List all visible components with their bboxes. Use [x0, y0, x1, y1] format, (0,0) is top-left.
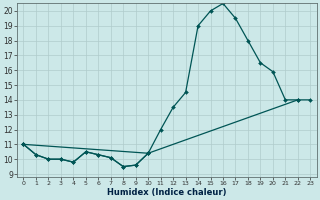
X-axis label: Humidex (Indice chaleur): Humidex (Indice chaleur): [107, 188, 227, 197]
